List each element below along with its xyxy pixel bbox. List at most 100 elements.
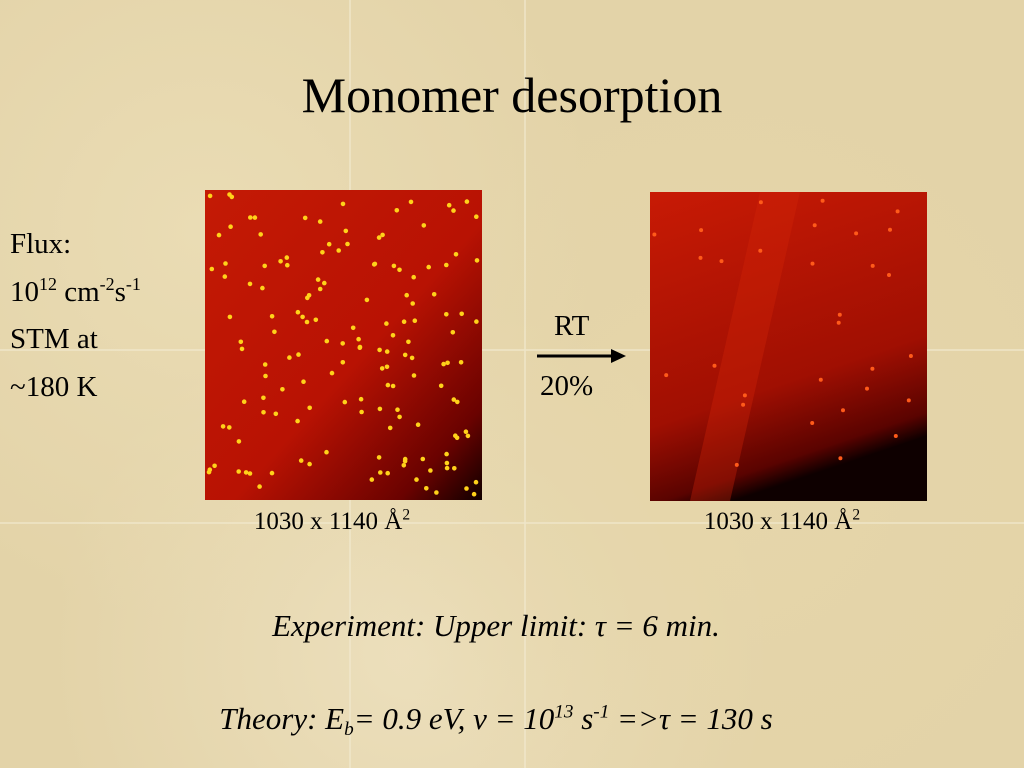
adatom [402,458,408,464]
text: 1030 x 1140 Å [703,508,853,535]
adatom [384,349,390,354]
adatom [471,491,477,497]
adatom [223,261,228,266]
arrow-head [611,349,626,363]
adatom [295,309,301,315]
adatom [376,455,382,460]
adatom [464,486,469,491]
adatom [357,344,363,350]
adatom [358,396,364,402]
sup: -2 [99,274,115,295]
adatom [415,422,421,428]
adatom [906,398,911,403]
adatom [445,360,450,366]
adatom [870,366,875,371]
adatom [243,470,249,475]
adatom [307,405,313,411]
adatom [390,383,396,389]
adatom [212,463,217,469]
adatom [758,248,763,253]
adatom [444,465,450,471]
adatom [464,199,470,204]
stm-line: ~180 K [10,371,98,403]
adatom [326,241,332,247]
adatom [434,490,439,495]
text: =>τ = 130 s [609,701,773,736]
adatom [227,314,233,320]
sup: -1 [593,701,610,723]
adatom [395,407,400,413]
adatom [207,467,213,473]
adatom [865,386,869,391]
adatom [854,231,859,236]
adatom [216,232,222,238]
adatom [278,259,283,264]
adatom [431,292,437,297]
adatom [364,297,370,303]
adatom [810,261,815,266]
adatom [301,379,306,385]
adatom [836,320,841,325]
adatom [324,338,330,344]
adatom [742,393,747,398]
sup: 2 [852,506,861,524]
adatom [247,281,253,287]
adatoms [652,198,913,467]
adatom [474,319,479,324]
adatom [474,214,479,219]
adatom [895,209,900,214]
adatom [280,387,285,392]
text: 10 [10,276,39,308]
adatom [272,329,277,335]
adatom [893,434,898,438]
text: Theory: E [219,701,345,736]
arrow-bottom: 20% [540,370,594,402]
adatom [390,333,396,338]
adatom [438,383,444,389]
adatom [458,360,464,365]
adatom [385,470,391,476]
adatom [273,411,279,417]
adatom [411,373,417,378]
text: s [114,276,126,308]
adatom [379,366,385,371]
adatom [428,468,433,473]
sup: -1 [125,274,141,295]
adatom [450,330,456,335]
stm-image [650,192,927,501]
adatom [356,336,361,342]
adatom [401,319,407,325]
text: cm [56,276,100,308]
adatom [296,352,301,357]
adatom [285,262,290,268]
adatom [372,261,378,267]
adatom [719,259,724,264]
adatom [444,451,449,457]
adatom [260,285,265,291]
arrow-top: RT [554,310,590,342]
sup: 13 [554,701,574,723]
adatom [350,325,356,331]
flux-value: 1012 cm-2s-1 [10,274,141,309]
adatom [284,255,290,260]
adatom [345,241,350,247]
adatom [376,235,382,240]
adatom [317,219,323,224]
adatom [410,301,416,306]
adatom [446,202,452,208]
adatom [307,461,312,467]
adatom [734,462,739,467]
adatom [329,370,335,376]
adatom [441,361,446,367]
adatom [421,223,427,228]
adatom [385,382,391,388]
adatom [465,433,471,439]
adatom [322,280,327,286]
adatom [453,252,459,257]
adatom [317,286,323,292]
adatom [810,421,815,425]
adatom [391,263,397,269]
adatom [414,477,419,482]
adatom [239,346,245,352]
